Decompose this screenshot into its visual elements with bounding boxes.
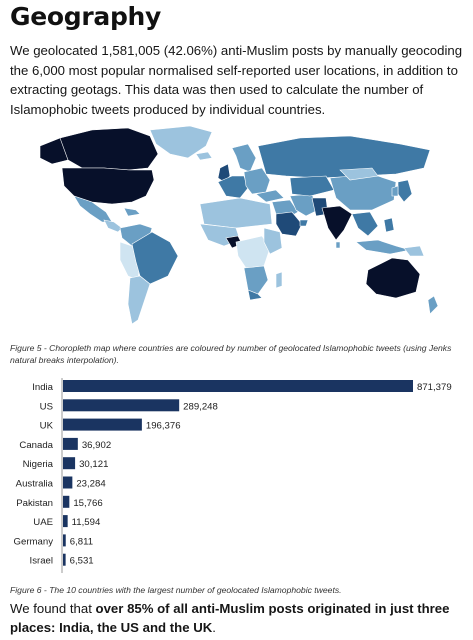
value-label-germany: 6,811 — [70, 536, 93, 547]
closing-highlight: over 85% of all anti-Muslim posts origin… — [10, 601, 450, 635]
map-region-iceland — [195, 151, 213, 161]
bar-uk — [63, 418, 142, 431]
map-region-central-america — [103, 219, 123, 233]
section-heading: Geography — [10, 2, 162, 31]
value-label-canada: 36,902 — [82, 440, 111, 451]
map-region-southern-africa — [243, 265, 269, 295]
map-region-north-africa — [199, 197, 273, 229]
category-label-israel: Israel — [30, 556, 53, 567]
map-region-south-africa — [247, 289, 263, 301]
map-region-philippines — [383, 217, 395, 233]
category-label-germany: Germany — [14, 536, 54, 547]
bar-uae — [63, 515, 68, 528]
map-region-madagascar — [275, 271, 283, 289]
map-region-greenland — [149, 125, 213, 159]
choropleth-world-map — [39, 125, 439, 325]
map-region-uae — [299, 219, 309, 227]
value-label-australia: 23,284 — [76, 479, 106, 490]
closing-paragraph: We found that over 85% of all anti-Musli… — [10, 599, 465, 637]
bar-us — [63, 399, 180, 412]
bar-chart: India 871,379 US 289,248 UK 196,376 Canada 36,9… — [14, 378, 452, 573]
closing-prefix: We found that — [10, 601, 96, 616]
map-region-australia — [365, 257, 421, 299]
map-region-mongolia — [339, 167, 379, 181]
category-label-pakistan: Pakistan — [16, 498, 53, 509]
category-label-canada: Canada — [19, 440, 53, 451]
map-region-caribbean — [123, 207, 141, 217]
category-label-us: US — [40, 401, 53, 412]
map-region-korea — [391, 185, 399, 197]
map-region-central-asia — [289, 175, 335, 197]
value-label-us: 289,248 — [183, 401, 218, 412]
map-region-india — [321, 205, 353, 241]
map-region-argentina-chile — [127, 275, 151, 325]
bar-australia — [63, 476, 73, 489]
value-label-india: 871,379 — [417, 382, 452, 393]
map-region-usa — [61, 167, 155, 205]
map-region-papua — [403, 245, 425, 257]
value-label-israel: 6,531 — [70, 556, 94, 567]
bar-nigeria — [63, 457, 76, 470]
category-label-nigeria: Nigeria — [23, 459, 54, 470]
map-region-scandinavia — [231, 143, 257, 173]
category-label-uae: UAE — [33, 517, 53, 528]
map-region-turkey — [255, 189, 285, 203]
bar-pakistan — [63, 495, 70, 508]
category-label-india: India — [32, 382, 53, 393]
bar-israel — [63, 553, 66, 566]
map-region-brazil — [131, 231, 179, 285]
bar-india — [63, 380, 413, 392]
value-label-uk: 196,376 — [146, 421, 181, 432]
map-region-east-africa — [263, 227, 283, 255]
map-region-sri-lanka — [335, 241, 341, 249]
intro-paragraph: We geolocated 1,581,005 (42.06%) anti-Mu… — [10, 43, 463, 117]
map-region-china — [329, 173, 397, 211]
figure-6-caption: Figure 6 - The 10 countries with the lar… — [10, 585, 342, 595]
map-region-new-zealand — [427, 295, 439, 315]
category-label-uk: UK — [40, 421, 54, 432]
value-label-nigeria: 30,121 — [79, 459, 108, 470]
closing-suffix: . — [212, 620, 216, 635]
bar-germany — [63, 534, 66, 547]
map-region-japan — [397, 179, 413, 203]
category-label-australia: Australia — [16, 479, 54, 490]
map-region-canada — [59, 127, 159, 171]
bar-canada — [63, 437, 78, 450]
map-region-saudi-arabia — [275, 211, 303, 237]
value-label-uae: 11,594 — [72, 517, 101, 528]
value-label-pakistan: 15,766 — [73, 498, 102, 509]
figure-5-caption: Figure 5 - Choropleth map where countrie… — [10, 343, 452, 365]
map-region-russia — [257, 135, 431, 179]
map-region-southeast-asia — [351, 211, 379, 237]
map-region-indonesia — [355, 239, 411, 255]
